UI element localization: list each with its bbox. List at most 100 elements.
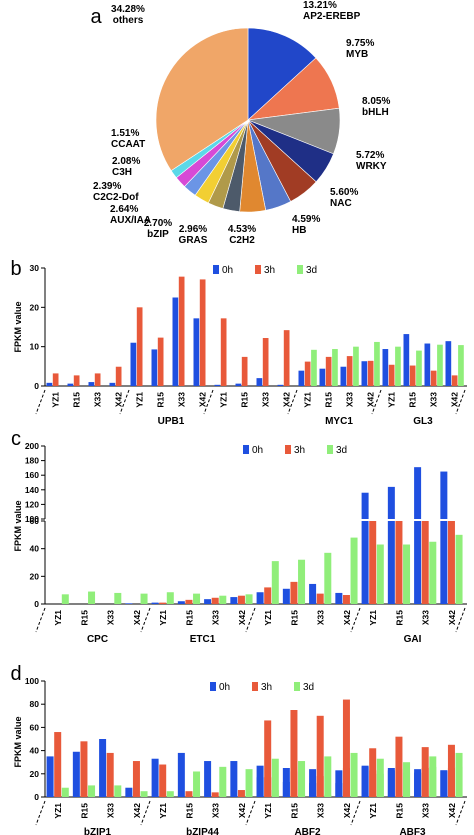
bar-0h-x33: [99, 739, 107, 797]
legend-d: 0h 3h 3d: [210, 682, 314, 693]
legend-swatch-0h: [243, 445, 249, 454]
x-tick-label: X33: [106, 803, 116, 818]
pie-slice-ap2-erebp: [247, 27, 317, 121]
bar-3h-x42: [342, 595, 350, 604]
y-tick-label: 200: [25, 441, 39, 451]
pie-name-label: AUX/IAA: [110, 215, 151, 226]
bar-0h-x33: [424, 343, 431, 386]
bar-3d-x42: [245, 769, 253, 797]
bar-0h-r15: [177, 752, 185, 797]
bar-3h-x33: [211, 597, 219, 604]
bar-3h-x33: [430, 370, 437, 386]
y-tick-label: 180: [25, 456, 39, 466]
pie-pct-label: 2.39%: [93, 181, 121, 192]
legend-label-0h: 0h: [222, 265, 233, 276]
bar-3h-abf: [290, 710, 298, 797]
bar-0h-abf: [335, 770, 343, 797]
group-separator: [203, 389, 214, 415]
legend-label-3h: 3h: [294, 445, 305, 456]
bar-3h-yz1: [159, 602, 167, 604]
x-tick-label: YZ1: [387, 392, 397, 408]
group-separator: [350, 607, 361, 633]
bar-0h-x33: [88, 382, 95, 386]
pie-pct-label: 2.08%: [112, 156, 140, 167]
bar-3d-r15: [403, 544, 411, 604]
bar-0h-yz1: [130, 342, 137, 386]
bar-0h-yz1: [214, 384, 221, 386]
bar-0h-r15: [319, 368, 326, 386]
bar-0h-x42: [445, 341, 452, 386]
bar-3d-r15: [88, 591, 96, 604]
x-tick-label: X33: [177, 392, 187, 407]
bar-0h-r15: [282, 588, 290, 604]
bar-3d-x42: [140, 791, 148, 797]
bar-3d-yz1: [61, 594, 69, 604]
bar-0h-r15: [177, 601, 185, 604]
group-label-upb1: UPB1: [158, 416, 185, 427]
bar-3h-yz1: [264, 587, 272, 604]
y-axis-label: FPKM value: [13, 500, 23, 551]
bar-3d-x33: [219, 595, 227, 604]
group-label-abf3: ABF3: [399, 827, 426, 835]
x-tick-label: R15: [79, 610, 89, 626]
x-tick-label: X42: [198, 392, 208, 407]
x-tick-label: X33: [211, 610, 221, 625]
bar-3d-x33: [219, 766, 227, 797]
bar-3h-abf: [447, 744, 455, 797]
x-tick-label: X42: [237, 610, 247, 625]
bar-0h-yz1: [46, 756, 54, 797]
bar-0h-yz1: [256, 592, 264, 604]
pie-name-label: CCAAT: [111, 139, 145, 150]
bar-0h-x33: [340, 366, 347, 386]
pie-label-myb: 9.75%MYB: [346, 38, 374, 60]
bar-3d-abf: [455, 766, 463, 797]
pie-pct-others: 34.28%: [111, 4, 145, 15]
group-label-bzip44: bZIP44: [186, 827, 219, 835]
x-tick-label: X33: [421, 803, 431, 818]
group-label-gl3: GL3: [413, 416, 433, 427]
bar-3d-x42: [350, 537, 358, 604]
group-separator: [455, 800, 466, 826]
y-tick-label: 60: [30, 722, 40, 732]
bar-3h-r15: [395, 521, 403, 604]
bar-0h-yz1: [46, 382, 53, 386]
bar-3d-x42: [140, 593, 148, 605]
bar-0h-x33: [204, 599, 212, 604]
legend-c: 0h 3h 3d: [243, 445, 347, 456]
x-tick-label: X42: [282, 392, 292, 407]
bar-3h-yz1: [52, 373, 59, 386]
bar-3d-x33: [114, 592, 122, 604]
pie-label-bhlh: 8.05%bHLH: [362, 96, 390, 118]
bar-3d-x42: [245, 594, 253, 604]
x-tick-label: R15: [184, 610, 194, 626]
bar-3d-abf: [324, 756, 332, 797]
x-tick-label: R15: [408, 392, 418, 408]
bar-3h-abf: [316, 715, 324, 797]
bar-0h-x42: [230, 761, 238, 797]
bar-chart-d: d FPKM value 0 20 40 60 80 100 YZ1 R15 X33 X42 YZ1 R1…: [10, 663, 467, 835]
bar-3d-x33: [353, 346, 359, 386]
bar-0h-x42: [230, 597, 238, 604]
x-tick-label: X42: [447, 610, 457, 625]
x-tick-label: R15: [156, 392, 166, 408]
pie-pct-label: 2.70%: [144, 218, 172, 229]
pie-label-aux-iaa: 2.64%AUX/IAA: [110, 204, 151, 226]
x-tick-label: YZ1: [158, 803, 168, 819]
bar-0h-yz1: [382, 349, 389, 386]
group-separator: [371, 389, 382, 415]
x-tick-label: X33: [429, 392, 439, 407]
pie-label-ccaat: 1.51%CCAAT: [111, 128, 145, 150]
pie-pct-label: 8.05%: [362, 96, 390, 107]
bar-3h-yz1: [369, 521, 377, 604]
bar-3h-r15: [241, 356, 248, 386]
pie-pct-label: 4.53%: [228, 224, 256, 235]
x-tick-label: R15: [289, 803, 299, 819]
pie-slice-others: [155, 27, 249, 172]
group-separator: [35, 607, 46, 633]
legend-swatch-3d: [327, 445, 333, 454]
y-axis-label: FPKM value: [13, 716, 23, 767]
pie-pct-label: 1.51%: [111, 128, 139, 139]
bar-3h-yz1: [54, 732, 62, 797]
bar-0h-r15: [67, 383, 74, 386]
